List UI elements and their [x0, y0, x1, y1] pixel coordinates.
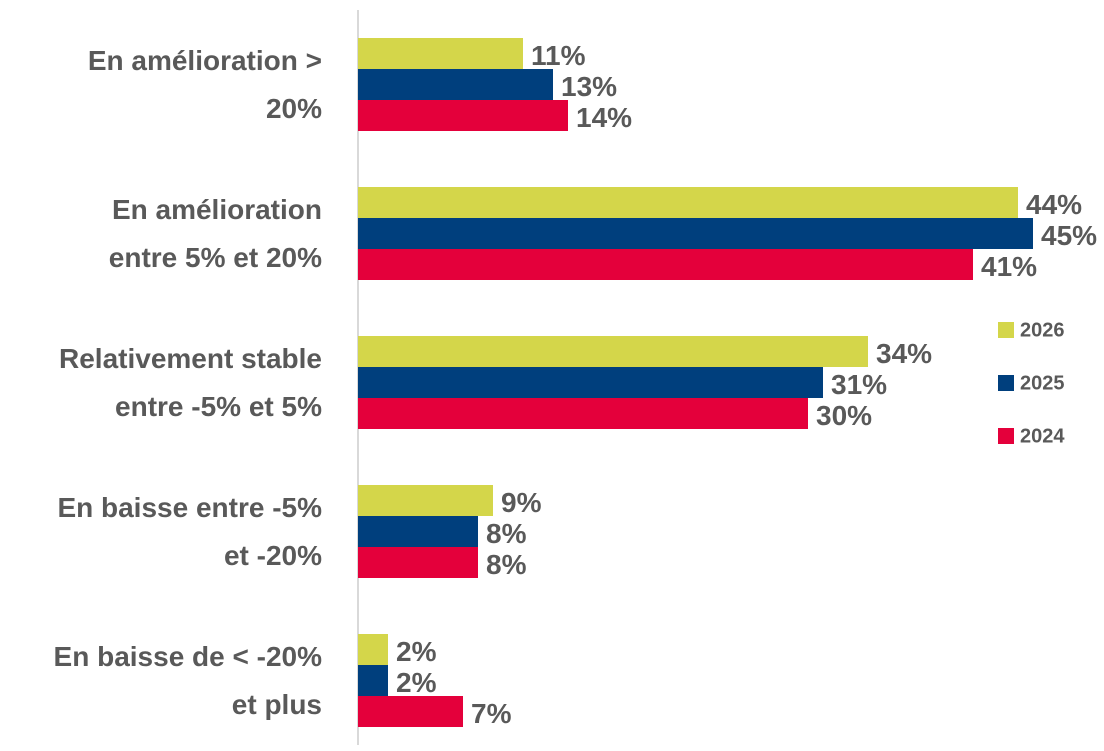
bar [358, 187, 1018, 218]
value-label: 2% [396, 667, 437, 698]
value-label: 41% [981, 251, 1037, 282]
legend-swatch [998, 375, 1014, 391]
value-label: 11% [531, 40, 586, 71]
bar [358, 336, 868, 367]
bar [358, 218, 1033, 249]
bar [358, 249, 973, 280]
value-label: 31% [831, 369, 887, 400]
value-label: 34% [876, 338, 932, 369]
bar [358, 547, 478, 578]
category-label: En baisse de < -20% et plus [53, 640, 322, 720]
value-label: 2% [396, 636, 437, 667]
value-label: 9% [501, 487, 542, 518]
legend-label: 2025 [1020, 372, 1065, 394]
value-label: 8% [486, 549, 527, 580]
bar [358, 516, 478, 547]
legend-label: 2026 [1020, 319, 1065, 341]
bar [358, 485, 493, 516]
value-label: 44% [1026, 189, 1082, 220]
legend-swatch [998, 322, 1014, 338]
category-label: En amélioration > 20% [87, 44, 322, 124]
value-label: 8% [486, 518, 527, 549]
bar [358, 398, 808, 429]
bar [358, 665, 388, 696]
value-label: 14% [576, 102, 632, 133]
bar [358, 38, 523, 69]
legend-swatch [998, 428, 1014, 444]
bar [358, 367, 823, 398]
bar [358, 634, 388, 665]
value-label: 13% [561, 71, 617, 102]
category-label: En baisse entre -5% et -20% [57, 491, 322, 571]
bar [358, 69, 553, 100]
value-label: 45% [1041, 220, 1097, 251]
bar [358, 696, 463, 727]
category-label: En amélioration entre 5% et 20% [108, 193, 322, 273]
legend-label: 2024 [1020, 425, 1065, 447]
bar [358, 100, 568, 131]
value-label: 30% [816, 400, 872, 431]
category-label: Relativement stable entre -5% et 5% [59, 342, 322, 422]
value-label: 7% [471, 698, 512, 729]
